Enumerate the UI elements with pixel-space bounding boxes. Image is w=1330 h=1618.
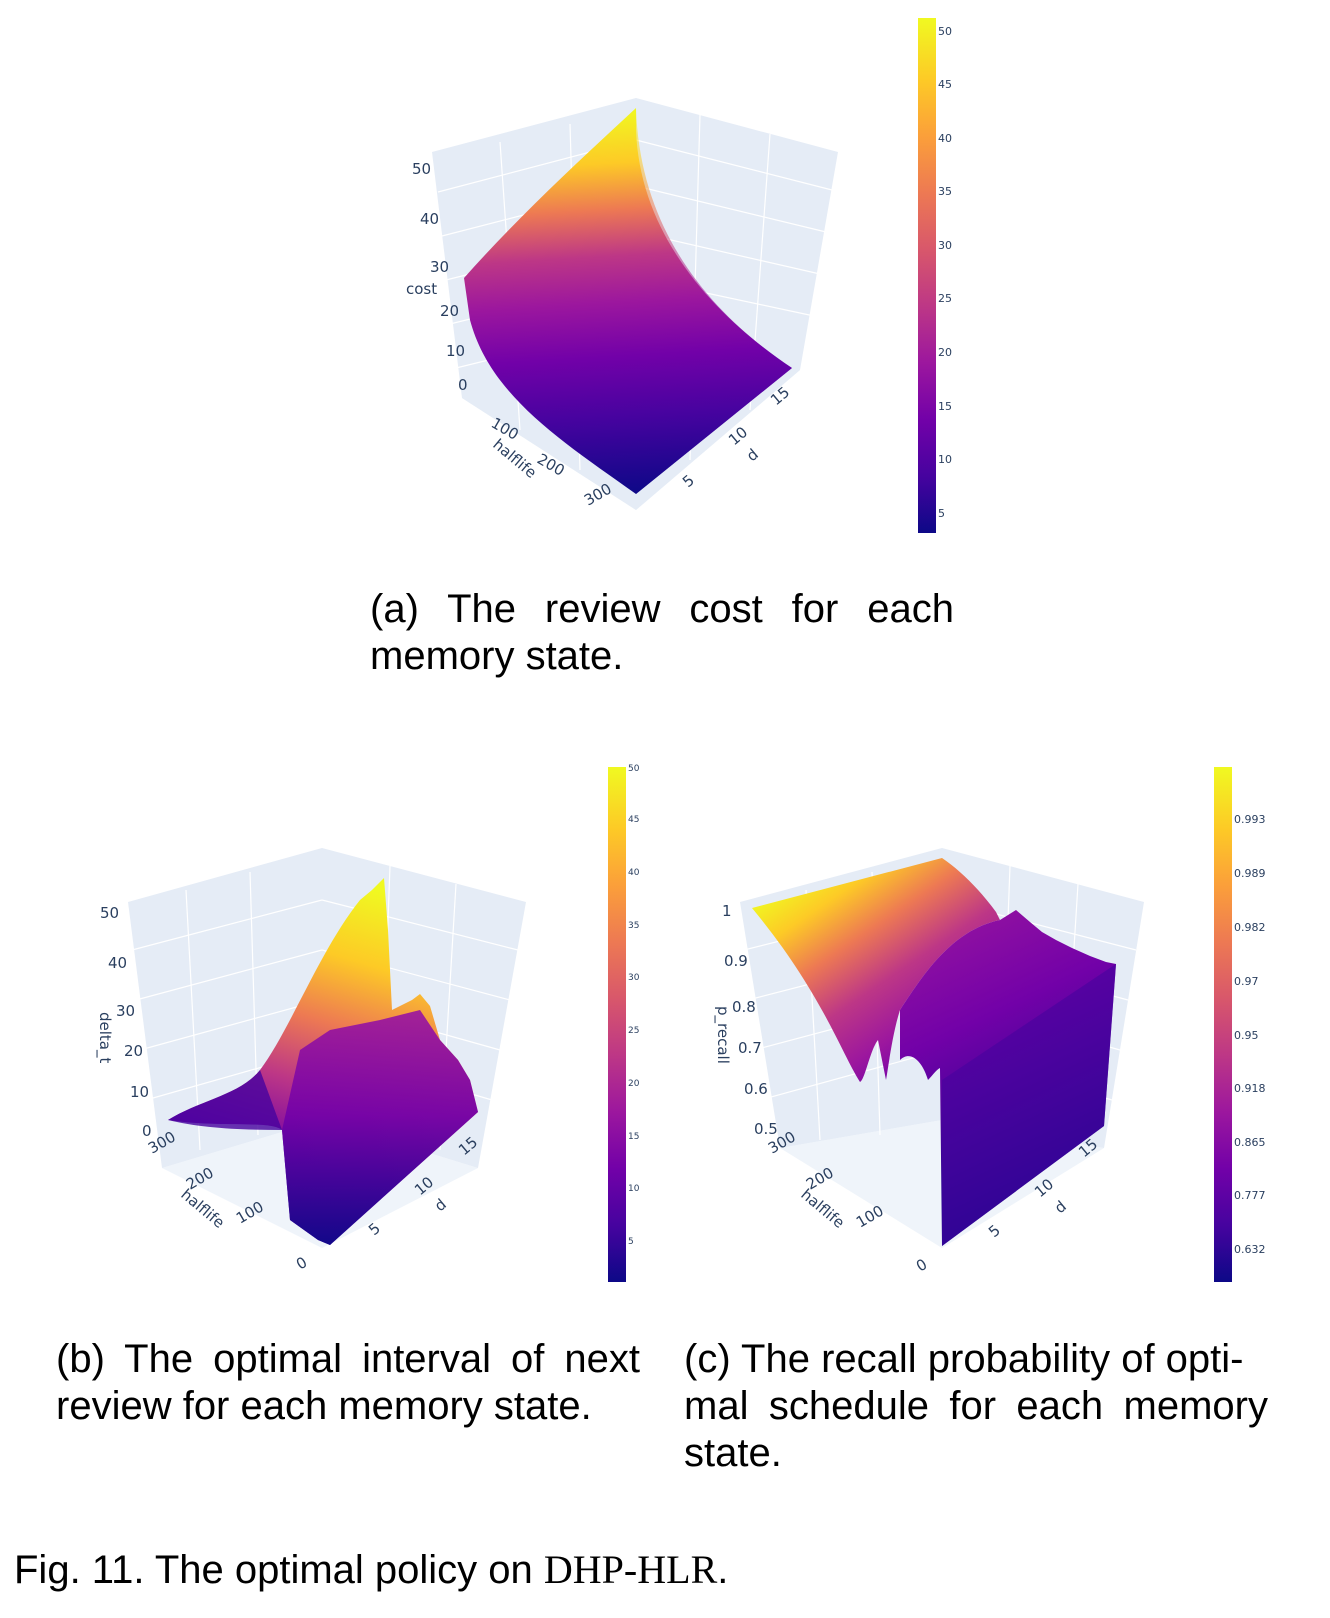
- z-tick: 50: [100, 904, 119, 922]
- z-tick: 40: [108, 954, 127, 972]
- colorbar-a: 5 10 15 20 25 30 35 40 45 50: [918, 18, 952, 533]
- z-tick: 30: [116, 1002, 135, 1020]
- colorbar-tick: 30: [938, 239, 952, 252]
- caption-c-line2: mal schedule for each memory state.: [684, 1384, 1268, 1475]
- colorbar-tick: 0.993: [1234, 813, 1266, 826]
- colorbar-c: 0.632 0.777 0.865 0.918 0.95 0.97 0.982 …: [1214, 767, 1266, 1282]
- caption-a: (a) The review cost for each memory stat…: [370, 586, 954, 680]
- colorbar-tick: 0.777: [1234, 1189, 1266, 1202]
- surface-plot-a: 50 40 30 20 10 0 cost 100 200 300 halfli…: [406, 18, 952, 533]
- figure-caption-prefix: Fig. 11. The optimal policy on: [14, 1548, 544, 1592]
- colorbar-tick: 0.632: [1234, 1243, 1266, 1256]
- z-axis-title: delta_t: [95, 1012, 114, 1063]
- colorbar-tick: 50: [628, 764, 640, 774]
- colorbar-tick: 15: [938, 400, 952, 413]
- x-tick: 0: [913, 1255, 930, 1275]
- caption-b-text: (b) The optimal interval of next review …: [56, 1337, 640, 1428]
- z-axis-c: 1 0.9 0.8 0.7 0.6 0.5 p_recall: [713, 902, 778, 1138]
- x-tick: 0: [293, 1253, 310, 1273]
- z-axis-b: 50 40 30 20 10 0 delta_t: [95, 904, 152, 1140]
- caption-c: (c) The recall probability of opti- mal …: [684, 1336, 1268, 1477]
- surface-plot-c: 1 0.9 0.8 0.7 0.6 0.5 p_recall 0 100 200…: [713, 767, 1266, 1282]
- z-tick: 10: [446, 342, 465, 360]
- colorbar-tick: 5: [938, 507, 945, 520]
- colorbar-tick: 40: [938, 132, 952, 145]
- surface-b: [168, 878, 478, 1245]
- colorbar-tick: 0.989: [1234, 867, 1266, 880]
- z-tick: 1: [722, 902, 732, 920]
- figure-caption-method: DHP-HLR: [543, 1547, 718, 1592]
- colorbar-tick: 40: [628, 868, 640, 878]
- colorbar-tick: 35: [938, 185, 952, 198]
- z-tick: 10: [130, 1083, 149, 1101]
- z-tick: 0.6: [744, 1080, 768, 1098]
- surface-a: [464, 108, 792, 494]
- y-tick: 5: [679, 471, 698, 491]
- z-axis-a: 50 40 30 20 10 0 cost: [406, 160, 468, 394]
- colorbar-tick: 0.918: [1234, 1082, 1266, 1095]
- colorbar-tick: 10: [938, 453, 952, 466]
- colorbar-tick: 0.982: [1234, 921, 1266, 934]
- colorbar-tick: 45: [628, 815, 639, 825]
- z-tick: 40: [420, 210, 439, 228]
- y-tick: 5: [365, 1219, 384, 1239]
- colorbar-tick: 20: [938, 346, 952, 359]
- colorbar-tick: 45: [938, 78, 952, 91]
- z-tick: 0: [142, 1122, 152, 1140]
- surface-plot-b: 50 40 30 20 10 0 delta_t 0 100 200 300 h…: [95, 764, 640, 1282]
- colorbar-b: 5 10 15 20 25 30 35 40 45 50: [608, 764, 640, 1282]
- colorbar-tick: 0.97: [1234, 975, 1259, 988]
- colorbar-tick: 20: [628, 1079, 640, 1089]
- colorbar-tick: 10: [628, 1184, 640, 1194]
- figure-caption-suffix: .: [717, 1548, 729, 1592]
- colorbar-tick: 25: [938, 292, 952, 305]
- chart-panel-b: 50 40 30 20 10 0 delta_t 0 100 200 300 h…: [0, 750, 660, 1290]
- figure-caption: Fig. 11. The optimal policy on DHP-HLR.: [14, 1545, 728, 1595]
- colorbar-tick: 0.865: [1234, 1136, 1266, 1149]
- z-tick: 0.9: [724, 952, 748, 970]
- z-tick: 50: [412, 160, 431, 178]
- caption-b: (b) The optimal interval of next review …: [56, 1336, 640, 1430]
- y-axis-title: d: [431, 1195, 450, 1215]
- z-axis-title: cost: [406, 280, 437, 298]
- x-axis-title: halflife: [797, 1185, 848, 1232]
- colorbar-tick: 25: [628, 1026, 639, 1036]
- z-tick: 20: [124, 1042, 143, 1060]
- y-axis-title: d: [743, 445, 762, 465]
- chart-panel-a: 50 40 30 20 10 0 cost 100 200 300 halfli…: [0, 0, 1330, 560]
- z-axis-title: p_recall: [713, 1006, 732, 1064]
- z-tick: 0.7: [738, 1039, 762, 1057]
- colorbar-tick: 30: [628, 973, 640, 983]
- caption-c-line1: (c) The recall probability of opti-: [684, 1337, 1244, 1381]
- chart-panel-c: 1 0.9 0.8 0.7 0.6 0.5 p_recall 0 100 200…: [660, 750, 1330, 1290]
- colorbar-tick: 5: [628, 1237, 634, 1247]
- z-tick: 30: [430, 258, 449, 276]
- y-tick: 5: [985, 1221, 1004, 1241]
- caption-a-text: (a) The review cost for each memory stat…: [370, 587, 954, 678]
- z-tick: 0: [458, 376, 468, 394]
- colorbar-tick: 0.95: [1234, 1029, 1259, 1042]
- colorbar-tick: 15: [628, 1132, 639, 1142]
- z-tick: 0.8: [732, 998, 756, 1016]
- y-axis-title: d: [1051, 1197, 1070, 1217]
- colorbar-tick: 35: [628, 921, 639, 931]
- surface-c: [752, 858, 1116, 1246]
- colorbar-tick: 50: [938, 25, 952, 38]
- z-tick: 20: [440, 302, 459, 320]
- z-tick: 0.5: [754, 1120, 778, 1138]
